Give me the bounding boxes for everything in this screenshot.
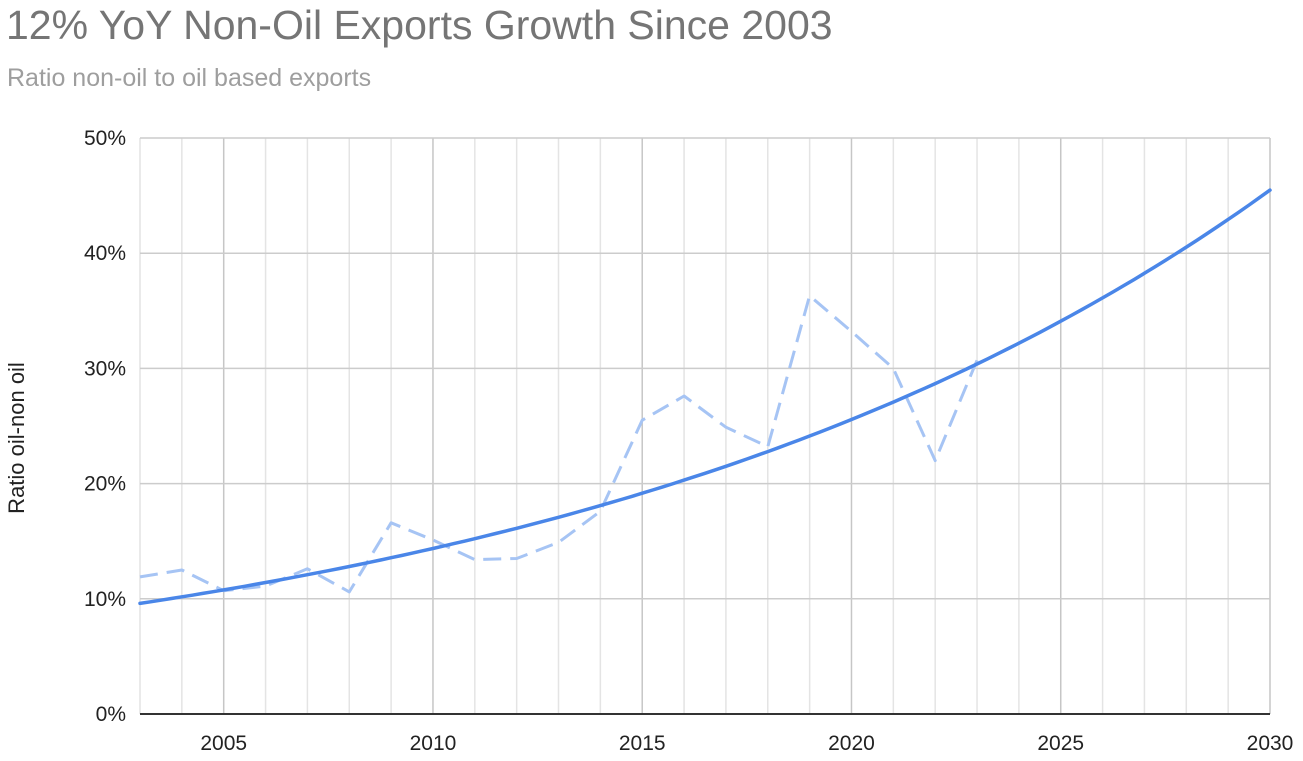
y-tick-label: 30% xyxy=(84,357,126,380)
chart-title: 12% YoY Non-Oil Exports Growth Since 200… xyxy=(6,2,833,48)
y-tick-label: 40% xyxy=(84,242,126,265)
gridlines xyxy=(139,137,1271,715)
x-tick-label: 2020 xyxy=(828,732,875,755)
x-tick-label: 2015 xyxy=(619,732,666,755)
y-tick-label: 0% xyxy=(96,703,126,726)
x-tick-label: 2010 xyxy=(410,732,457,755)
y-axis-label: Ratio oil-non oil xyxy=(4,362,29,514)
x-tick-label: 2025 xyxy=(1037,732,1084,755)
x-axis-ticks: 2005 2010 2015 2020 2025 2030 xyxy=(200,732,1293,755)
y-tick-label: 50% xyxy=(84,127,126,150)
y-axis-ticks: 0% 10% 20% 30% 40% 50% xyxy=(84,127,126,726)
y-tick-label: 20% xyxy=(84,473,126,496)
chart-subtitle: Ratio non-oil to oil based exports xyxy=(7,64,372,92)
series-layer xyxy=(138,188,1272,606)
y-tick-label: 10% xyxy=(84,588,126,611)
x-tick-label: 2030 xyxy=(1247,732,1294,755)
trendline-series xyxy=(138,188,1272,606)
x-tick-label: 2005 xyxy=(200,732,247,755)
